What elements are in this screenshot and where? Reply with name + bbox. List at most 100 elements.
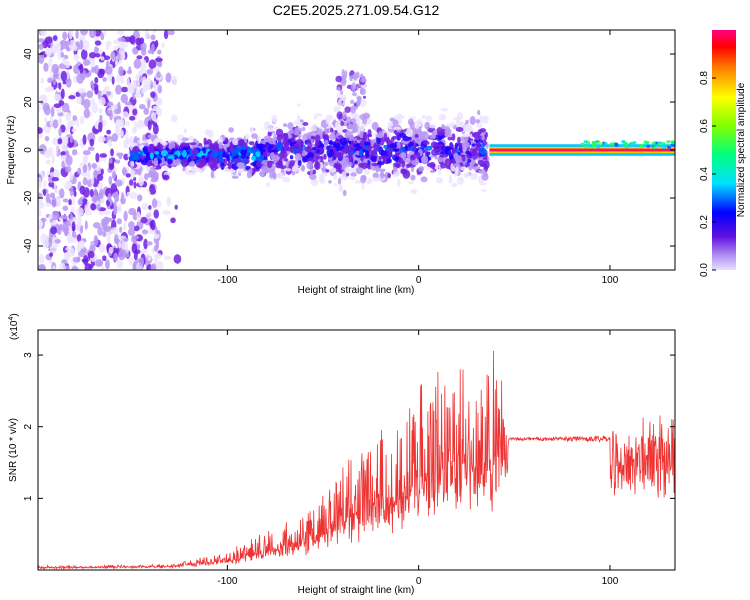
spectrogram-cell — [155, 57, 163, 62]
spectrogram-cell — [333, 173, 338, 181]
spectrogram-cell — [121, 241, 129, 252]
spectrogram-cell — [140, 42, 147, 52]
spectrogram-cell — [127, 228, 136, 236]
spectrogram-cell — [60, 88, 65, 100]
spectrogram-cell — [414, 137, 423, 144]
spectrogram-cell — [80, 30, 88, 36]
spectrogram-cell — [119, 75, 124, 84]
spectrogram-cell — [283, 158, 289, 162]
spectrogram-cell — [301, 164, 305, 172]
spectrogram-cell — [105, 60, 110, 71]
spectrogram-cell — [282, 123, 288, 128]
spectrogram-cell — [293, 120, 299, 125]
spectrogram-cell — [139, 37, 145, 44]
spectrogram-cell — [328, 133, 336, 141]
spectrogram-cell — [133, 249, 138, 261]
spectrogram-cell — [340, 89, 344, 96]
spectrogram-cell — [102, 255, 107, 262]
spectrogram-cell — [49, 252, 54, 257]
spectrogram-cell — [106, 91, 112, 96]
spectrogram-cell — [118, 66, 124, 77]
spectrogram-cell — [57, 116, 62, 126]
spectrogram-cell — [58, 81, 62, 90]
spectrogram-cell — [314, 134, 321, 143]
spectrogram-cell — [52, 265, 56, 270]
spectrogram-cell — [113, 191, 119, 199]
spectrogram-cell — [147, 98, 151, 109]
spectrogram-cell — [478, 169, 486, 174]
spectrogram-cell — [124, 101, 132, 106]
spectrogram-cell — [661, 145, 666, 149]
spectrogram-cell — [218, 154, 224, 163]
spectrogram-cell — [98, 121, 103, 133]
spectrogram-cell — [344, 130, 353, 138]
spectrogram-cell — [324, 139, 329, 146]
spectrogram-cell — [157, 143, 164, 150]
spectrogram-cell — [166, 196, 171, 207]
spectrogram-cell — [110, 148, 114, 157]
spectrogram-cell — [465, 150, 471, 155]
spectrogram-cell — [53, 169, 59, 178]
spectrogram-cell — [398, 153, 407, 158]
spectrogram-cell — [82, 177, 88, 186]
spectrogram-cell — [110, 183, 118, 194]
spectrogram-cell — [38, 127, 43, 134]
spectrogram-cell — [181, 137, 189, 142]
spectrogram-cell — [129, 179, 134, 186]
spectrogram-cell — [302, 122, 309, 127]
spectrogram-cell — [58, 127, 62, 137]
spectrogram-cell — [307, 142, 313, 148]
spectrogram-cell — [91, 81, 95, 92]
spectrogram-cell — [440, 107, 449, 112]
spectrogram-cell — [359, 114, 366, 120]
spectrogram-cell — [437, 168, 442, 175]
snr-x-tick-label: 0 — [416, 576, 422, 587]
spectrogram-cell — [441, 154, 449, 158]
spectrogram-cell — [429, 134, 436, 140]
spectrogram-cell — [167, 30, 175, 36]
spectrogram-cell — [47, 77, 53, 84]
spectrogram-cell — [213, 156, 219, 164]
spectrogram-cell — [449, 155, 454, 159]
colorbar: 0.0 0.2 0.4 0.6 0.8 Normalized spectral ampl… — [699, 30, 747, 277]
spectrogram-cell — [117, 37, 126, 42]
spectrogram-cell — [457, 136, 461, 145]
spectrogram-cell — [651, 141, 656, 145]
spectrogram-cell — [99, 153, 108, 158]
spectrogram-cell — [40, 30, 47, 37]
spectrogram-cell — [262, 151, 271, 158]
spectrogram-cell — [435, 143, 444, 148]
spectrogram-panel: -100 0 100 -40 -20 0 20 40 Height of straight … — [6, 29, 676, 296]
spectrogram-cell — [399, 147, 406, 153]
spectrogram-cell — [335, 144, 342, 152]
spectrogram-cell — [244, 133, 250, 140]
spectrogram-cell — [343, 146, 351, 154]
spectrogram-cell — [440, 150, 449, 155]
spectrogram-cell — [195, 167, 202, 173]
spectrogram-cell — [52, 211, 60, 221]
spectrogram-cell — [189, 171, 196, 175]
spectrogram-cell — [412, 145, 417, 152]
spectrogram-cell — [408, 181, 414, 185]
spectrogram-cell — [87, 170, 91, 181]
spectrogram-y-ticks: -40 -20 0 20 40 — [23, 48, 675, 253]
spectrogram-cell — [444, 126, 451, 134]
spectrogram-cell — [62, 205, 69, 211]
spectrogram-cell — [188, 136, 195, 140]
spectrogram-cell — [396, 113, 402, 119]
spectrogram-cell — [624, 145, 629, 149]
spectrogram-cell — [310, 178, 319, 187]
spectrogram-cell — [133, 154, 140, 161]
spectrogram-cell — [157, 84, 163, 94]
spectrogram-cell — [362, 175, 367, 181]
spectrogram-cell — [475, 119, 481, 124]
spectrogram-cell — [583, 140, 588, 144]
spectrogram-cell — [285, 168, 292, 172]
spectrogram-cell — [450, 159, 456, 164]
spectrogram-cell — [315, 161, 319, 169]
spectrogram-x-ticks: -100 0 100 — [217, 30, 619, 286]
spectrogram-cell — [336, 163, 342, 170]
spectrogram-cell — [276, 142, 283, 152]
spectrogram-cell — [103, 225, 112, 232]
spectrogram-cell — [99, 188, 104, 200]
